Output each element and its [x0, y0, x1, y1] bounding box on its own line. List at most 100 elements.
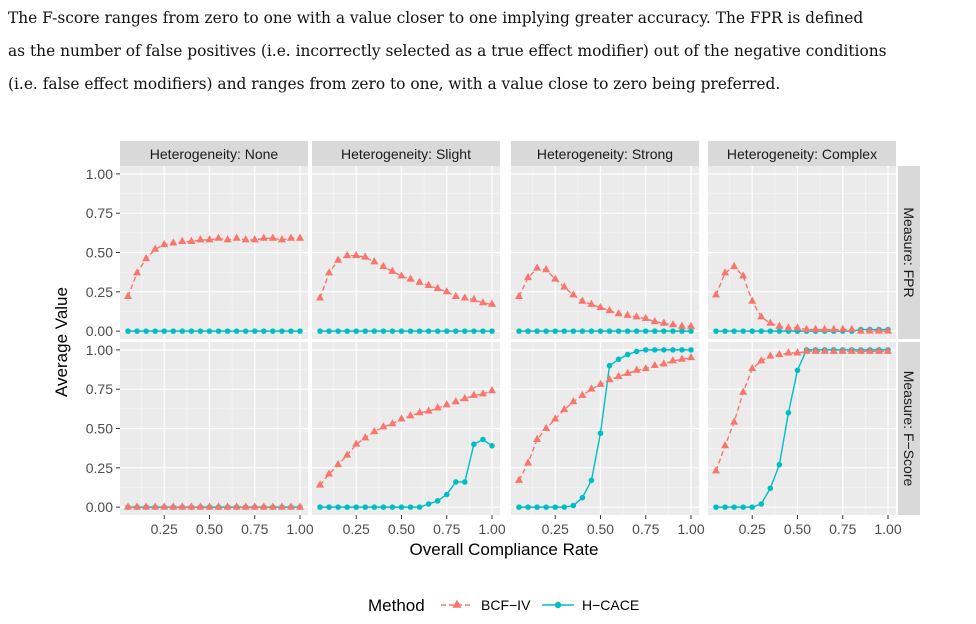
data-point-h-cace [471, 328, 477, 334]
data-point-bcf-iv [757, 312, 766, 320]
y-tick-label: 0.50 [86, 245, 113, 261]
data-point-h-cace [480, 436, 486, 443]
data-point-bcf-iv [614, 309, 623, 317]
data-point-h-cace [362, 504, 369, 510]
data-point-bcf-iv [784, 348, 793, 356]
facet-strip-label: Heterogeneity: None [150, 146, 279, 162]
data-point-h-cace [661, 347, 667, 353]
data-point-bcf-iv [160, 239, 169, 248]
data-point-bcf-iv [232, 502, 241, 510]
data-point-h-cace [143, 328, 149, 334]
data-point-bcf-iv [632, 312, 641, 320]
data-point-bcf-iv [388, 419, 397, 427]
data-point-bcf-iv [406, 411, 415, 419]
data-point-h-cace [125, 328, 131, 334]
data-point-bcf-iv [838, 346, 847, 354]
data-point-h-cace [317, 504, 323, 510]
data-point-bcf-iv [460, 293, 469, 301]
paragraph-line: The F-score ranges from zero to one with… [8, 9, 864, 27]
data-point-bcf-iv [169, 502, 178, 510]
data-point-bcf-iv [578, 390, 587, 398]
data-point-bcf-iv [469, 390, 478, 398]
data-point-h-cace [434, 328, 441, 334]
data-point-h-cace [758, 328, 765, 334]
data-point-bcf-iv [151, 244, 160, 252]
data-point-h-cace [767, 485, 774, 492]
data-point-bcf-iv [241, 235, 250, 243]
data-point-bcf-iv [469, 294, 478, 303]
data-point-h-cace [642, 328, 649, 334]
data-point-h-cace [380, 504, 387, 510]
data-point-bcf-iv [343, 450, 352, 458]
paragraph-line: (i.e. false effect modifiers) and ranges… [8, 75, 781, 93]
data-point-h-cace [471, 441, 477, 448]
y-tick-label: 0.00 [86, 323, 113, 339]
data-point-bcf-iv [515, 291, 523, 299]
y-tick-label: 0.75 [86, 381, 113, 397]
data-point-bcf-iv [533, 263, 542, 271]
data-point-bcf-iv [865, 326, 874, 334]
data-point-bcf-iv [259, 502, 268, 510]
data-point-h-cace [615, 356, 622, 363]
x-tick-label: 0.50 [196, 521, 223, 537]
data-point-h-cace [534, 328, 540, 334]
data-point-h-cace [362, 328, 369, 334]
data-point-h-cace [688, 347, 694, 353]
data-point-bcf-iv [424, 406, 433, 414]
data-point-h-cace [161, 328, 168, 334]
data-point-bcf-iv [811, 324, 820, 333]
data-point-bcf-iv [316, 293, 324, 301]
data-point-h-cace [785, 409, 792, 416]
facet-strip [708, 141, 896, 166]
data-point-h-cace [389, 328, 396, 334]
data-point-bcf-iv [334, 459, 343, 468]
x-tick-label: 0.25 [343, 521, 370, 537]
data-point-bcf-iv [856, 326, 865, 334]
data-point-h-cace [416, 328, 423, 334]
data-point-bcf-iv [169, 238, 178, 246]
data-point-bcf-iv [542, 265, 551, 273]
data-point-bcf-iv [524, 458, 533, 466]
data-point-h-cace [561, 504, 568, 510]
x-tick-label: 0.25 [739, 521, 766, 537]
data-point-bcf-iv [433, 283, 442, 292]
x-tick-label: 1.00 [286, 521, 313, 537]
data-point-bcf-iv [196, 502, 205, 510]
data-point-bcf-iv [829, 346, 838, 354]
data-point-h-cace [749, 504, 756, 510]
data-point-bcf-iv [874, 326, 883, 334]
data-point-h-cace [489, 443, 495, 449]
data-point-bcf-iv [748, 296, 757, 304]
data-point-bcf-iv [133, 502, 142, 510]
data-point-h-cace [416, 504, 423, 510]
body-paragraph: The F-score ranges from zero to one with… [8, 2, 970, 101]
data-point-bcf-iv [478, 298, 487, 306]
data-point-bcf-iv [397, 414, 406, 422]
data-point-h-cace [606, 362, 613, 369]
data-point-bcf-iv [551, 274, 560, 282]
data-point-bcf-iv [325, 469, 334, 477]
data-point-h-cace [452, 328, 459, 334]
facet-strip [312, 141, 500, 166]
data-point-h-cace [407, 504, 414, 510]
data-point-bcf-iv [352, 250, 361, 259]
x-tick-label: 0.25 [151, 521, 178, 537]
x-tick-label: 0.50 [587, 521, 614, 537]
data-point-h-cace [661, 328, 667, 334]
data-point-h-cace [344, 504, 350, 510]
data-point-h-cace [579, 494, 586, 501]
data-point-bcf-iv [569, 290, 578, 298]
data-point-h-cace [452, 479, 459, 485]
data-point-h-cace [749, 328, 756, 334]
data-point-bcf-iv [379, 261, 388, 270]
data-point-bcf-iv [296, 502, 304, 510]
data-point-bcf-iv [250, 502, 259, 510]
data-point-bcf-iv [187, 236, 196, 244]
data-point-h-cace [326, 504, 332, 510]
data-point-bcf-iv [424, 280, 433, 288]
paragraph-line: as the number of false positives (i.e. i… [8, 42, 887, 60]
data-point-bcf-iv [370, 257, 379, 265]
data-point-bcf-iv [442, 287, 451, 295]
data-point-h-cace [152, 328, 158, 334]
data-point-bcf-iv [259, 233, 268, 241]
